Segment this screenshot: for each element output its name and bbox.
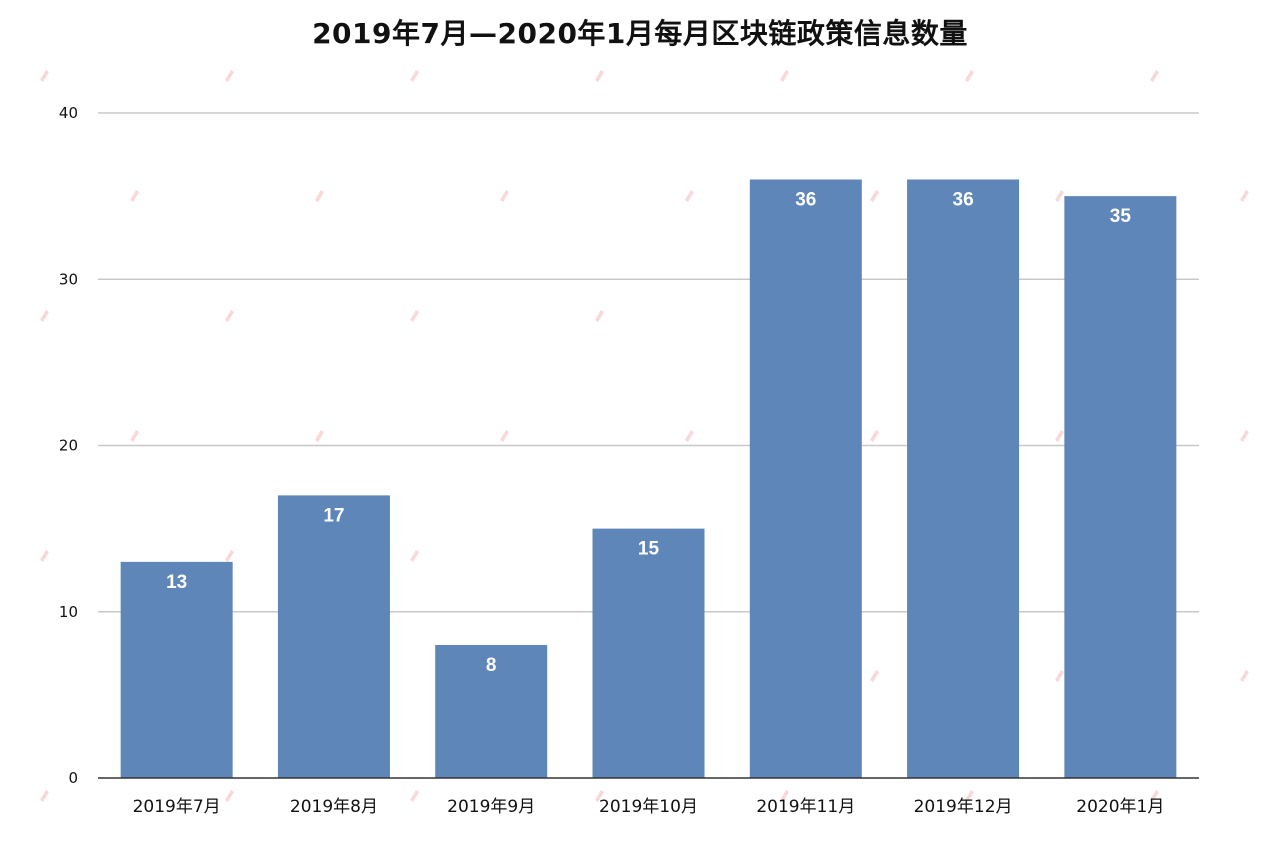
watermark-mark [40, 310, 49, 322]
y-tick-label: 40 [59, 104, 78, 122]
bar-4 [592, 528, 705, 778]
watermark-mark [40, 790, 49, 802]
watermark-mark [225, 790, 234, 802]
bar-value-label: 15 [638, 539, 660, 560]
watermark-mark [410, 310, 419, 322]
watermark-mark [1150, 70, 1159, 82]
watermark-mark [225, 310, 234, 322]
watermark-mark [870, 190, 879, 202]
bar-6 [907, 179, 1020, 778]
x-category-label: 2020年1月 [1076, 797, 1164, 817]
watermark-mark [130, 430, 139, 442]
x-category-label: 2019年7月 [133, 797, 221, 817]
bar-value-label: 36 [795, 190, 816, 211]
x-category-label: 2019年10月 [599, 797, 698, 817]
watermark-mark [1055, 190, 1064, 202]
watermark-mark [965, 790, 974, 802]
watermark-mark [780, 70, 789, 82]
bar-value-label: 17 [323, 505, 344, 526]
bar-value-label: 36 [953, 190, 974, 211]
watermark-mark [500, 430, 509, 442]
y-tick-label: 20 [59, 437, 78, 455]
watermark-mark [965, 70, 974, 82]
x-category-label: 2019年8月 [290, 797, 378, 817]
watermark-mark [40, 550, 49, 562]
watermark-mark [685, 190, 694, 202]
bar-3 [435, 645, 548, 778]
bar-5 [749, 179, 862, 778]
watermark-mark [1240, 670, 1249, 682]
watermark-mark [40, 70, 49, 82]
watermark-mark [870, 670, 879, 682]
bar-7 [1064, 196, 1177, 778]
bar-value-label: 13 [166, 572, 187, 593]
watermark-mark [685, 430, 694, 442]
watermark-mark [225, 550, 234, 562]
bar-value-label: 8 [486, 655, 497, 676]
x-category-label: 2019年9月 [447, 797, 535, 817]
watermark-mark [225, 70, 234, 82]
watermark-mark [1055, 430, 1064, 442]
y-tick-label: 0 [68, 769, 78, 787]
chart-title: 2019年7月—2020年1月每月区块链政策信息数量 [312, 17, 968, 50]
watermark-mark [870, 430, 879, 442]
y-tick-label: 30 [59, 270, 78, 288]
x-category-label: 2019年12月 [914, 797, 1013, 817]
watermark-mark [1240, 430, 1249, 442]
x-axis-labels: 2019年7月 2019年8月 2019年9月 2019年10月 2019年11月 201… [133, 797, 1165, 817]
watermark-mark [410, 790, 419, 802]
watermark-mark [130, 190, 139, 202]
bar-1 [120, 561, 233, 778]
watermark-mark [1055, 670, 1064, 682]
watermark-mark [595, 310, 604, 322]
watermark-mark [780, 790, 789, 802]
watermark-mark [410, 70, 419, 82]
watermark-mark [1240, 190, 1249, 202]
y-tick-label: 10 [59, 603, 78, 621]
watermark-mark [315, 430, 324, 442]
bars [120, 179, 1177, 778]
watermark-mark [410, 550, 419, 562]
watermark-mark [595, 70, 604, 82]
bar-value-label: 35 [1110, 206, 1132, 227]
bar-value-labels: 13 17 8 15 36 36 35 [166, 190, 1131, 677]
bar-2 [277, 495, 390, 778]
watermark-mark [315, 190, 324, 202]
y-axis-ticks: 0 10 20 30 40 [59, 104, 78, 787]
x-category-label: 2019年11月 [756, 797, 855, 817]
watermark-mark [595, 790, 604, 802]
watermark-mark [500, 190, 509, 202]
watermark-mark [1150, 790, 1159, 802]
